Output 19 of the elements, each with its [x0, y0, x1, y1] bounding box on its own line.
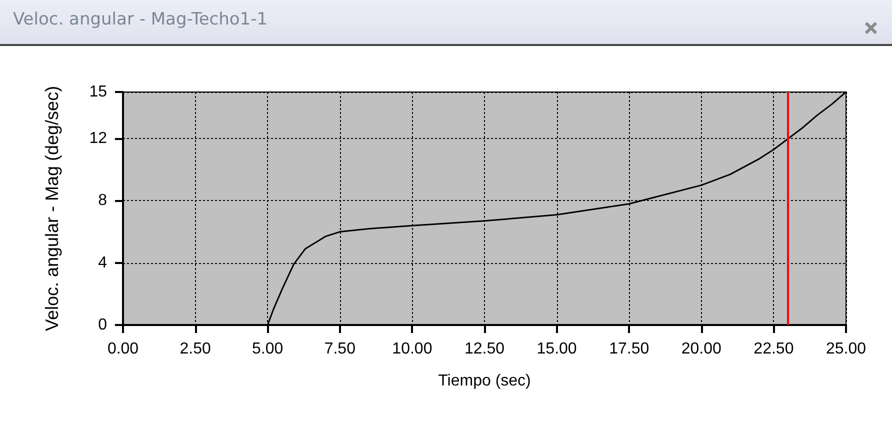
y-tick-label: 12: [89, 130, 108, 148]
x-tick-label: 0.00: [107, 340, 139, 358]
chart-title: Veloc. angular - Mag-Techo1-1: [13, 10, 268, 30]
x-tick-label: 2.50: [180, 340, 211, 358]
y-axis-title: Veloc. angular - Mag (deg/sec): [42, 86, 62, 332]
x-tick-label: 22.50: [754, 340, 794, 358]
x-tick-label: 12.50: [464, 340, 505, 358]
y-tick-label: 15: [89, 84, 108, 100]
x-tick-label: 5.00: [252, 340, 284, 358]
x-axis-title: Tiempo (sec): [438, 372, 531, 390]
x-tick-label: 17.50: [609, 340, 650, 358]
y-tick-label: 0: [98, 316, 108, 334]
x-tick-label: 20.00: [681, 340, 722, 358]
x-tick-label: 25.00: [826, 340, 866, 358]
x-tick-label: 10.00: [392, 340, 432, 358]
x-tick-label: 7.50: [324, 340, 356, 358]
x-tick-label: 15.00: [536, 340, 577, 358]
y-tick-label: 4: [98, 254, 108, 272]
y-tick-label: 8: [98, 192, 108, 210]
